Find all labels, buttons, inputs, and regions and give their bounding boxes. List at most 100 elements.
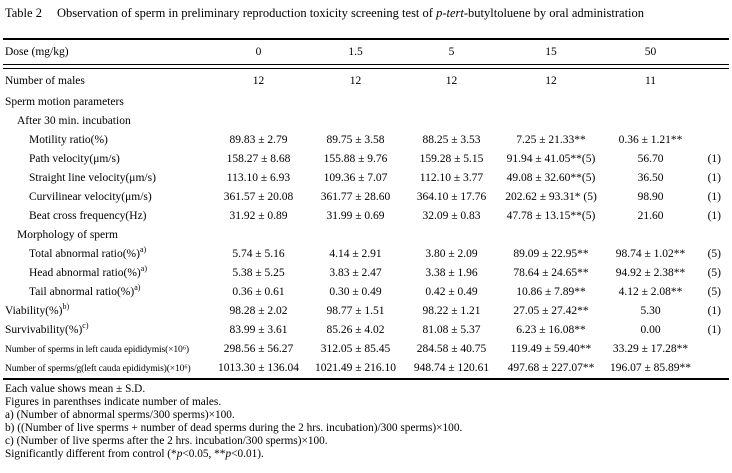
cell-value: 5.38 ± 5.25 <box>232 267 285 279</box>
males-label: Number of males <box>5 75 85 87</box>
cell-value: 10.86 ± 7.89** <box>516 286 586 298</box>
cell-value: 109.36 ± 7.07 <box>323 172 388 184</box>
cell-value: 94.92 ± 2.38** <box>615 267 686 279</box>
footnote-segment: p <box>176 448 183 460</box>
dose-header-label: Dose (mg/kg) <box>5 46 69 58</box>
cell-value: 202.62 ± 93.31* (5) <box>505 191 597 203</box>
dose-value: 50 <box>644 46 657 58</box>
table-row: Total abnormal ratio(%)a) 5.74 ± 5.16 4.14… <box>0 245 732 264</box>
males-count: 12 <box>445 75 458 87</box>
row-label: Total abnormal ratio(%)a) <box>29 245 147 260</box>
cell-value: 361.77 ± 28.60 <box>320 191 391 203</box>
row-label: Number of sperms/g(left cauda epididymis… <box>5 363 191 374</box>
cell-value: 98.90 <box>637 191 664 203</box>
cell-value: 3.80 ± 2.09 <box>425 248 478 260</box>
cell-value <box>603 112 698 131</box>
note-cell: (1) <box>707 305 721 317</box>
cell-value: 159.28 ± 5.15 <box>419 153 484 165</box>
cell-value: 1013.30 ± 136.04 <box>217 362 300 374</box>
footnote-segment: Significantly different from control (* <box>5 448 177 460</box>
males-count: 12 <box>349 75 362 87</box>
note-cell <box>698 93 724 112</box>
cell-value: 0.36 ± 0.61 <box>232 286 285 298</box>
table-title: Table 2 Observation of sperm in prelimin… <box>0 0 732 21</box>
note-cell: (1) <box>707 153 721 165</box>
cell-value <box>603 93 698 112</box>
footnote-marker: a) <box>139 245 147 255</box>
cell-value: 89.83 ± 2.79 <box>229 134 288 146</box>
note-cell <box>698 359 724 378</box>
table-top-rule <box>3 38 729 40</box>
cell-value: 3.38 ± 1.96 <box>425 267 478 279</box>
cell-value: 312.05 ± 85.45 <box>320 343 391 355</box>
cell-value <box>499 112 603 131</box>
males-spacer <box>698 69 724 93</box>
cell-value: 85.26 ± 4.02 <box>326 324 385 336</box>
table-row: Number of sperms in left cauda epididymi… <box>0 340 732 359</box>
table-row: Viability(%)b) 98.28 ± 2.02 98.77 ± 1.51 98… <box>0 302 732 321</box>
note-cell <box>698 131 724 150</box>
footnote: c) (Number of live sperms after the 2 hr… <box>5 435 728 448</box>
cell-value <box>307 226 404 245</box>
footnote-segment: c) (Number of live sperms after the 2 hr… <box>5 435 328 447</box>
footnote: a) (Number of abnormal sperms/300 sperms… <box>5 409 728 422</box>
caption-segment: Observation of sperm in preliminary repr… <box>57 6 437 20</box>
cell-value: 47.78 ± 13.15**(5) <box>506 210 596 222</box>
cell-value: 81.08 ± 5.37 <box>422 324 481 336</box>
footnote-marker: b) <box>62 302 70 312</box>
data-table: Dose (mg/kg) 0 1.5 5 15 50 Number of mal… <box>0 38 732 380</box>
cell-value: 4.14 ± 2.91 <box>329 248 382 260</box>
table-row: Tail abnormal ratio(%)a) 0.36 ± 0.61 0.30 … <box>0 283 732 302</box>
section-row: After 30 min. incubation <box>0 112 732 131</box>
caption-segment: p-tert <box>436 6 464 20</box>
note-cell: (5) <box>707 248 721 260</box>
row-label: Beat cross frequency(Hz) <box>29 210 147 222</box>
cell-value: 7.25 ± 21.33** <box>516 134 586 146</box>
note-cell: (1) <box>707 210 721 222</box>
note-cell <box>698 112 724 131</box>
cell-value: 158.27 ± 8.68 <box>226 153 291 165</box>
row-label: Survivability(%)c) <box>5 321 89 336</box>
note-cell: (1) <box>707 324 721 336</box>
cell-value <box>307 93 404 112</box>
table-row: Motility ratio(%) 89.83 ± 2.79 89.75 ± 3.5… <box>0 131 732 150</box>
header-double-rule <box>3 64 729 69</box>
note-cell: (5) <box>707 267 721 279</box>
footnote: Significantly different from control (*p… <box>5 448 728 461</box>
dose-value: 5 <box>448 46 455 58</box>
footnote-segment: <0.05, ** <box>182 448 226 460</box>
table-row: Straight line velocity(μm/s) 113.10 ± 6.9… <box>0 169 732 188</box>
footnote: b) ((Number of live sperms + number of d… <box>5 422 728 435</box>
footnote-segment: <0.01). <box>231 448 264 460</box>
cell-value: 89.09 ± 22.95** <box>513 248 589 260</box>
footnote: Each value shows mean ± S.D. <box>5 383 728 396</box>
males-count: 12 <box>252 75 265 87</box>
cell-value: 0.42 ± 0.49 <box>425 286 478 298</box>
footnote-segment: b) ((Number of live sperms + number of d… <box>5 422 463 434</box>
row-label: Tail abnormal ratio(%)a) <box>29 283 141 298</box>
footnote-marker: c) <box>82 321 89 331</box>
cell-value: 78.64 ± 24.65** <box>513 267 589 279</box>
cell-value: 0.30 ± 0.49 <box>329 286 382 298</box>
cell-value: 56.70 <box>637 153 664 165</box>
cell-value: 113.10 ± 6.93 <box>226 172 291 184</box>
footnote-segment: a) (Number of abnormal sperms/300 sperms… <box>5 409 235 421</box>
cell-value: 361.57 ± 20.08 <box>223 191 294 203</box>
row-label: Curvilinear velocity(μm/s) <box>29 191 152 203</box>
row-label: Morphology of sperm <box>17 229 118 241</box>
cell-value: 298.56 ± 56.27 <box>223 343 294 355</box>
males-count: 11 <box>644 75 657 87</box>
footnote-marker: a) <box>140 264 147 274</box>
cell-value: 98.77 ± 1.51 <box>326 305 385 317</box>
dose-header-row: Dose (mg/kg) 0 1.5 5 15 50 <box>0 40 732 64</box>
cell-value <box>210 93 307 112</box>
row-label: Viability(%)b) <box>5 302 70 317</box>
footnote-segment: Figures in parenthses indicate number of… <box>5 396 222 408</box>
cell-value: 364.10 ± 17.76 <box>416 191 487 203</box>
dose-value: 15 <box>545 46 557 58</box>
cell-value <box>499 226 603 245</box>
footnote-segment: Each value shows mean ± S.D. <box>5 383 146 395</box>
note-cell <box>698 340 724 359</box>
row-label: Number of sperms in left cauda epididymi… <box>5 344 189 355</box>
